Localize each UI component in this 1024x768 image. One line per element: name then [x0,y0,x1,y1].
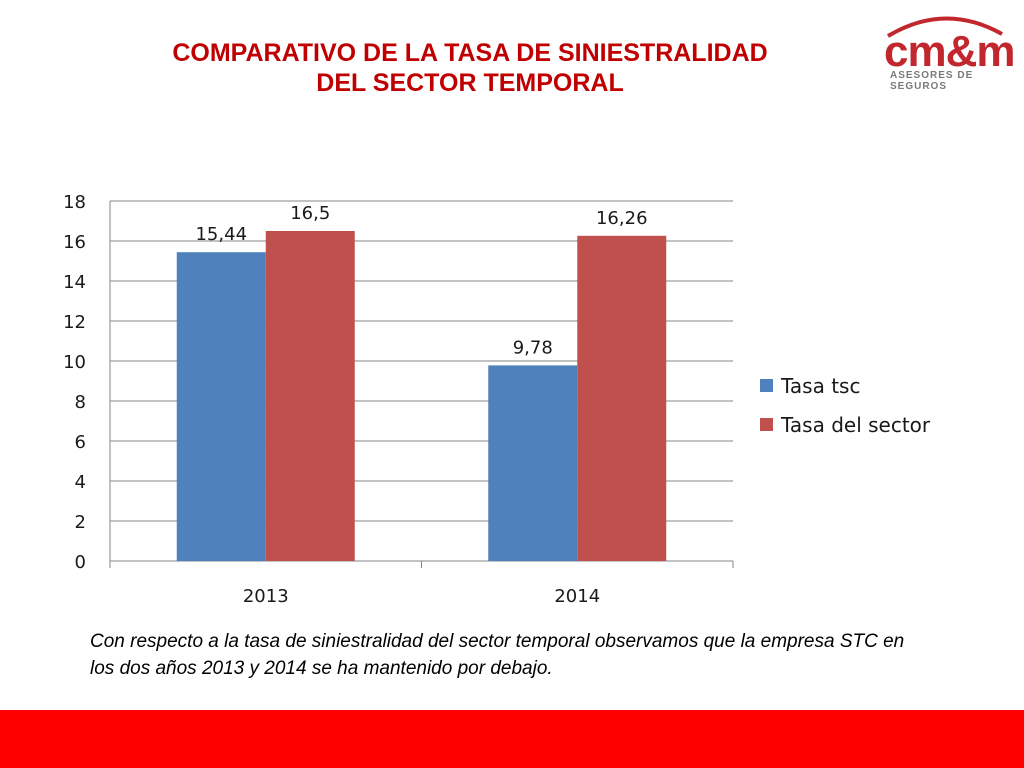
y-tick-label: 16 [63,232,86,253]
logo-subtitle: ASESORES DE SEGUROS [890,70,974,92]
legend-item-tasa-sector: Tasa del sector [760,405,930,444]
bar-tasa-tsc [488,365,578,561]
legend-label-tasa-tsc: Tasa tsc [781,373,861,398]
data-label: 16,5 [290,203,330,224]
y-tick-label: 0 [75,552,86,573]
slide-caption: Con respecto a la tasa de siniestralidad… [90,631,905,679]
legend-swatch-tasa-tsc [760,379,773,392]
chart-legend: Tasa tsc Tasa del sector [760,366,930,444]
bar-tasa-del-sector [577,235,667,562]
legend-swatch-tasa-sector [760,418,773,431]
y-tick-label: 12 [63,312,86,333]
footer-bar [0,710,1024,768]
slide-title: COMPARATIVO DE LA TASA DE SINIESTRALIDAD… [100,38,840,98]
slide-title-line2: DEL SECTOR TEMPORAL [316,69,624,97]
logo-mark: cm&m [884,27,1015,76]
data-label: 9,78 [513,337,553,358]
logo-arc-icon [886,16,1003,38]
legend-item-tasa-tsc: Tasa tsc [760,366,930,405]
x-tick-label: 2013 [243,586,289,607]
x-tick-label: 2014 [554,586,600,607]
bar-tasa-del-sector [265,231,355,561]
y-tick-label: 2 [75,512,86,533]
company-logo: cm&m ASESORES DE SEGUROS [880,8,1015,92]
legend-label-tasa-sector: Tasa del sector [781,412,931,437]
bar-chart: 0 2 4 6 8 10 12 14 16 18 15,44 16,5 2013 9,78 16,26 201… [63,192,734,607]
y-tick-label: 4 [75,472,86,493]
y-tick-label: 6 [75,432,86,453]
y-tick-label: 8 [75,392,86,413]
data-label: 16,26 [596,208,648,229]
y-tick-label: 10 [63,352,86,373]
bar-tasa-tsc [176,252,266,561]
y-tick-label: 18 [63,192,86,213]
y-tick-label: 14 [63,272,86,293]
slide-title-line1: COMPARATIVO DE LA TASA DE SINIESTRALIDAD [172,39,768,67]
data-label: 15,44 [195,224,247,245]
